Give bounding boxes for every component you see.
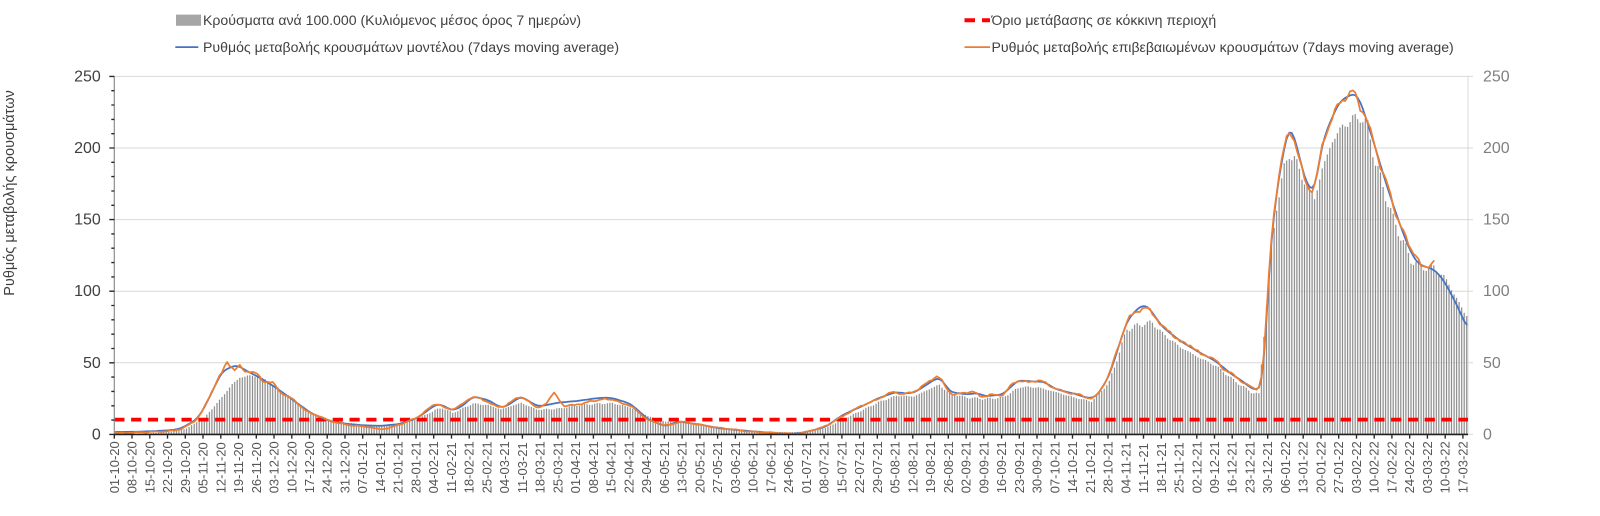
svg-text:21-01-21: 21-01-21 (391, 441, 406, 493)
svg-text:13-05-21: 13-05-21 (675, 441, 690, 493)
svg-text:05-08-21: 05-08-21 (888, 441, 903, 493)
svg-text:50: 50 (1483, 355, 1501, 372)
svg-text:02-12-21: 02-12-21 (1189, 441, 1204, 493)
svg-text:01-07-21: 01-07-21 (799, 441, 814, 493)
svg-text:200: 200 (1483, 140, 1510, 157)
svg-text:30-12-21: 30-12-21 (1260, 441, 1275, 493)
svg-text:09-09-21: 09-09-21 (976, 441, 991, 493)
svg-text:31-12-20: 31-12-20 (338, 441, 353, 493)
svg-text:19-11-20: 19-11-20 (231, 442, 246, 493)
svg-text:Ρυθμός μεταβολής επιβεβαιωμένω: Ρυθμός μεταβολής επιβεβαιωμένων κρουσμάτ… (992, 39, 1454, 55)
svg-text:100: 100 (1483, 283, 1510, 300)
svg-text:10-03-22: 10-03-22 (1438, 441, 1453, 493)
svg-text:06-05-21: 06-05-21 (657, 441, 672, 493)
svg-text:11-11-21: 11-11-21 (1136, 443, 1151, 493)
svg-text:12-08-21: 12-08-21 (905, 441, 920, 493)
svg-text:01-04-21: 01-04-21 (568, 441, 583, 493)
svg-text:30-09-21: 30-09-21 (1030, 441, 1045, 493)
svg-text:100: 100 (74, 283, 101, 300)
svg-text:04-02-21: 04-02-21 (426, 441, 441, 493)
svg-text:09-12-21: 09-12-21 (1207, 441, 1222, 493)
svg-text:0: 0 (1483, 426, 1492, 443)
svg-text:20-01-22: 20-01-22 (1314, 441, 1329, 493)
svg-text:150: 150 (1483, 212, 1510, 229)
svg-text:15-10-20: 15-10-20 (142, 441, 157, 493)
svg-text:Ρυθμός μεταβολής κρουσμάτων: Ρυθμός μεταβολής κρουσμάτων (2, 90, 18, 296)
svg-text:24-02-22: 24-02-22 (1402, 441, 1417, 493)
svg-text:25-03-21: 25-03-21 (550, 441, 565, 493)
svg-text:03-12-20: 03-12-20 (267, 441, 282, 493)
svg-text:0: 0 (92, 426, 101, 443)
svg-text:28-10-21: 28-10-21 (1101, 441, 1116, 493)
svg-text:01-10-20: 01-10-20 (107, 441, 122, 493)
svg-text:17-03-22: 17-03-22 (1455, 441, 1470, 493)
svg-text:08-10-20: 08-10-20 (125, 441, 140, 493)
svg-text:02-09-21: 02-09-21 (959, 441, 974, 493)
svg-text:04-03-21: 04-03-21 (497, 441, 512, 493)
svg-text:24-06-21: 24-06-21 (781, 441, 796, 493)
svg-text:27-01-22: 27-01-22 (1331, 441, 1346, 493)
svg-text:18-03-21: 18-03-21 (533, 441, 548, 493)
svg-text:26-08-21: 26-08-21 (941, 441, 956, 493)
svg-text:17-06-21: 17-06-21 (763, 441, 778, 493)
svg-text:29-07-21: 29-07-21 (870, 441, 885, 493)
svg-text:50: 50 (83, 355, 101, 372)
svg-text:29-04-21: 29-04-21 (639, 441, 654, 493)
svg-text:20-05-21: 20-05-21 (692, 441, 707, 493)
svg-text:150: 150 (74, 212, 101, 229)
svg-text:Κρούσματα ανά 100.000 (Κυλιόμε: Κρούσματα ανά 100.000 (Κυλιόμενος μέσος … (203, 12, 581, 28)
svg-text:11-02-21: 11-02-21 (444, 442, 459, 493)
svg-text:16-09-21: 16-09-21 (994, 441, 1009, 493)
svg-text:17-12-20: 17-12-20 (302, 441, 317, 493)
svg-text:23-12-21: 23-12-21 (1243, 441, 1258, 493)
svg-text:21-10-21: 21-10-21 (1083, 441, 1098, 493)
svg-text:15-04-21: 15-04-21 (604, 441, 619, 493)
svg-text:28-01-21: 28-01-21 (409, 441, 424, 493)
svg-text:08-04-21: 08-04-21 (586, 441, 601, 493)
svg-text:17-02-22: 17-02-22 (1384, 441, 1399, 493)
svg-text:10-02-22: 10-02-22 (1367, 441, 1382, 493)
svg-text:27-05-21: 27-05-21 (710, 441, 725, 493)
svg-text:07-10-21: 07-10-21 (1047, 441, 1062, 493)
svg-text:29-10-20: 29-10-20 (178, 441, 193, 493)
svg-text:04-11-21: 04-11-21 (1118, 442, 1133, 493)
svg-text:14-01-21: 14-01-21 (373, 441, 388, 493)
svg-text:22-04-21: 22-04-21 (621, 441, 636, 493)
svg-text:13-01-22: 13-01-22 (1296, 441, 1311, 493)
svg-text:16-12-21: 16-12-21 (1225, 441, 1240, 493)
svg-text:22-10-20: 22-10-20 (160, 441, 175, 493)
svg-text:250: 250 (74, 68, 101, 85)
svg-text:Όριο μετάβασης σε κόκκινη περι: Όριο μετάβασης σε κόκκινη περιοχή (991, 12, 1217, 28)
svg-text:15-07-21: 15-07-21 (834, 441, 849, 493)
svg-text:Ρυθμός μεταβολής κρουσμάτων μο: Ρυθμός μεταβολής κρουσμάτων μοντέλου (7d… (203, 39, 619, 55)
svg-text:08-07-21: 08-07-21 (817, 441, 832, 493)
svg-text:03-02-22: 03-02-22 (1349, 441, 1364, 493)
svg-text:18-11-21: 18-11-21 (1154, 442, 1169, 493)
svg-text:200: 200 (74, 140, 101, 157)
svg-text:11-03-21: 11-03-21 (515, 442, 530, 493)
svg-text:22-07-21: 22-07-21 (852, 441, 867, 493)
svg-text:25-11-21: 25-11-21 (1172, 442, 1187, 493)
svg-text:06-01-22: 06-01-22 (1278, 441, 1293, 493)
svg-text:24-12-20: 24-12-20 (320, 441, 335, 493)
svg-text:14-10-21: 14-10-21 (1065, 441, 1080, 493)
svg-text:07-01-21: 07-01-21 (355, 441, 370, 493)
svg-text:05-11-20: 05-11-20 (196, 442, 211, 493)
svg-text:19-08-21: 19-08-21 (923, 441, 938, 493)
svg-text:12-11-20: 12-11-20 (213, 442, 228, 493)
svg-text:10-06-21: 10-06-21 (746, 441, 761, 493)
svg-text:18-02-21: 18-02-21 (462, 441, 477, 493)
svg-text:250: 250 (1483, 68, 1510, 85)
svg-text:10-12-20: 10-12-20 (284, 441, 299, 493)
svg-text:03-06-21: 03-06-21 (728, 441, 743, 493)
svg-text:25-02-21: 25-02-21 (479, 441, 494, 493)
svg-text:23-09-21: 23-09-21 (1012, 441, 1027, 493)
svg-text:03-03-22: 03-03-22 (1420, 441, 1435, 493)
svg-text:26-11-20: 26-11-20 (249, 442, 264, 493)
